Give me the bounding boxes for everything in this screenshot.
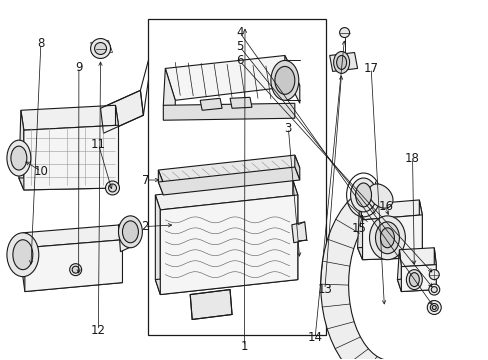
Polygon shape [163,103,294,120]
Text: 3: 3 [284,122,291,135]
Ellipse shape [122,221,138,243]
Polygon shape [158,170,163,195]
Circle shape [94,42,106,54]
Ellipse shape [7,233,39,276]
Ellipse shape [350,178,376,212]
Polygon shape [23,268,122,292]
Text: 6: 6 [235,54,243,67]
Polygon shape [294,155,299,180]
Text: 1: 1 [240,340,248,353]
Polygon shape [158,155,299,183]
Circle shape [72,266,79,273]
Polygon shape [200,98,222,110]
Ellipse shape [11,146,27,170]
Circle shape [430,287,436,293]
Polygon shape [163,68,175,118]
Ellipse shape [7,140,31,176]
Text: 17: 17 [363,62,378,75]
Ellipse shape [13,240,33,270]
Ellipse shape [375,222,399,254]
Circle shape [428,284,439,295]
Polygon shape [24,125,118,190]
Polygon shape [229,97,251,108]
Polygon shape [19,110,24,190]
Polygon shape [397,275,435,292]
Polygon shape [19,175,118,190]
Bar [148,19,325,336]
Text: 18: 18 [404,152,419,165]
Text: 9: 9 [75,60,82,73]
Ellipse shape [368,184,392,208]
Text: 5: 5 [235,40,243,53]
Text: 4: 4 [235,26,243,39]
Polygon shape [357,245,422,260]
Polygon shape [21,105,118,130]
Ellipse shape [336,55,346,69]
Polygon shape [419,200,422,258]
Text: 15: 15 [351,222,366,235]
Polygon shape [158,167,299,195]
Polygon shape [357,205,362,260]
Text: 14: 14 [307,331,322,344]
Circle shape [427,301,440,315]
Circle shape [339,28,349,37]
Polygon shape [397,250,401,292]
Circle shape [429,303,437,311]
Ellipse shape [118,216,142,248]
Polygon shape [190,289,232,319]
Polygon shape [155,180,297,210]
Polygon shape [25,240,122,292]
Polygon shape [165,55,299,100]
Text: 8: 8 [37,37,44,50]
Polygon shape [155,195,160,294]
Polygon shape [359,200,422,220]
Polygon shape [101,90,143,133]
Polygon shape [115,105,118,188]
Circle shape [428,270,438,280]
Ellipse shape [355,183,371,207]
Text: 13: 13 [317,283,332,296]
Circle shape [108,184,116,192]
Ellipse shape [369,216,405,260]
Polygon shape [433,248,435,289]
Text: 10: 10 [33,165,48,177]
Polygon shape [399,248,435,267]
Polygon shape [320,185,385,360]
Polygon shape [160,195,297,294]
Text: 2: 2 [141,220,148,233]
Text: 11: 11 [91,138,105,150]
Circle shape [105,181,119,195]
Circle shape [69,264,81,276]
Ellipse shape [380,228,394,248]
Polygon shape [292,180,297,280]
Polygon shape [23,225,122,248]
Polygon shape [285,55,299,103]
Polygon shape [362,215,422,260]
Polygon shape [155,265,297,294]
Text: 16: 16 [378,201,392,213]
Polygon shape [329,53,357,71]
Ellipse shape [408,273,419,287]
Polygon shape [401,265,435,292]
Ellipse shape [406,270,422,289]
Circle shape [90,39,110,58]
Ellipse shape [333,51,349,73]
Text: 12: 12 [91,324,105,337]
Circle shape [431,306,435,310]
Text: 7: 7 [142,174,149,186]
Ellipse shape [270,60,298,100]
Ellipse shape [274,67,294,94]
Polygon shape [291,222,306,243]
Polygon shape [118,218,135,252]
